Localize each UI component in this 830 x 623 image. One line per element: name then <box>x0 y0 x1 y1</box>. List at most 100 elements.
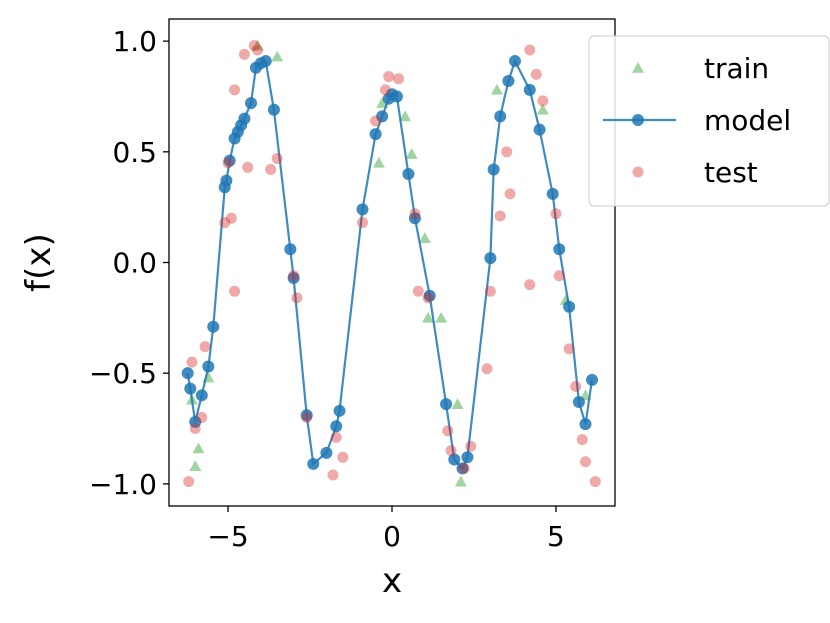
model-point <box>238 112 251 125</box>
test-point <box>222 157 234 169</box>
model-point <box>408 212 421 225</box>
test-point <box>225 212 237 224</box>
test-point <box>570 380 582 392</box>
train-point <box>536 103 549 115</box>
model-point <box>259 55 272 68</box>
test-point <box>494 210 506 222</box>
test-point <box>445 445 457 457</box>
model-point <box>502 74 515 87</box>
legend: train model test <box>588 35 830 207</box>
test-point <box>238 48 250 60</box>
y-tick-label: −1.0 <box>89 468 157 501</box>
test-point <box>196 411 208 423</box>
model-point <box>553 243 566 256</box>
train-point <box>435 311 448 323</box>
test-point <box>563 343 575 355</box>
test-point <box>288 270 300 282</box>
train-point <box>251 39 264 51</box>
y-tick-label: 1.0 <box>112 25 157 58</box>
model-point <box>207 320 220 333</box>
x-tick-label: −5 <box>207 520 248 553</box>
test-point <box>330 431 342 443</box>
test-point <box>484 285 496 297</box>
model-point <box>461 451 474 464</box>
train-point <box>405 148 418 159</box>
test-point <box>301 411 313 423</box>
legend-label-train: train <box>704 52 769 85</box>
model-point <box>369 128 382 141</box>
model-point <box>508 55 521 68</box>
legend-label-model: model <box>704 104 791 137</box>
legend-test-marker <box>632 166 644 178</box>
model-point <box>307 457 320 470</box>
model-point <box>484 252 497 265</box>
model-point <box>487 163 500 176</box>
test-point <box>409 208 421 220</box>
test-point <box>524 44 536 56</box>
model-point <box>563 300 576 313</box>
test-point <box>553 270 565 282</box>
train-point <box>454 475 467 487</box>
test-point <box>393 73 405 85</box>
test-point <box>530 68 542 80</box>
model-point <box>300 409 313 422</box>
train-point <box>192 442 205 454</box>
model-point <box>523 83 536 96</box>
test-point <box>183 476 195 488</box>
test-point <box>219 217 231 229</box>
test-point <box>589 476 601 488</box>
model-point <box>440 398 453 411</box>
model-point <box>284 243 297 256</box>
model-point <box>402 167 415 180</box>
model-point <box>184 382 197 395</box>
test-point <box>465 440 477 452</box>
train-point <box>451 398 464 409</box>
test-point <box>412 285 424 297</box>
model-point <box>456 462 469 475</box>
test-point <box>291 292 303 304</box>
x-tick-label: 5 <box>547 520 565 553</box>
test-point <box>248 40 260 52</box>
test-point <box>504 188 516 200</box>
test-point <box>501 146 513 158</box>
test-point <box>370 115 382 127</box>
train-point <box>399 110 412 122</box>
test-point <box>524 279 536 291</box>
model-point <box>579 418 592 431</box>
test-point <box>442 425 454 437</box>
model-point <box>181 367 194 380</box>
model-point <box>267 103 280 116</box>
model-point <box>244 97 257 110</box>
model-point <box>448 453 461 466</box>
train-point <box>271 50 284 62</box>
test-point <box>327 469 339 481</box>
model-point <box>586 373 599 386</box>
y-axis-label: f(x) <box>19 233 59 292</box>
x-axis-label: x <box>382 561 402 601</box>
legend-box <box>588 35 830 207</box>
test-point <box>481 363 493 375</box>
model-point <box>572 395 585 408</box>
model-point <box>189 415 202 428</box>
model-point <box>546 187 559 200</box>
model-point <box>494 110 507 123</box>
test-point <box>229 285 241 297</box>
x-tick-label: 0 <box>383 520 401 553</box>
test-point <box>356 217 368 229</box>
test-point <box>383 71 395 83</box>
test-point <box>271 152 283 164</box>
test-point <box>242 161 254 173</box>
test-point <box>550 208 562 220</box>
test-point <box>199 341 211 353</box>
legend-label-test: test <box>704 156 758 189</box>
test-point <box>229 84 241 96</box>
train-point <box>372 156 385 168</box>
model-point <box>333 404 346 417</box>
legend-train-marker <box>632 62 644 73</box>
y-tick-label: 0.5 <box>112 136 157 169</box>
model-point <box>330 420 343 433</box>
model-point <box>195 389 208 402</box>
test-point <box>537 95 549 107</box>
test-point <box>186 356 198 368</box>
model-point <box>423 289 436 302</box>
